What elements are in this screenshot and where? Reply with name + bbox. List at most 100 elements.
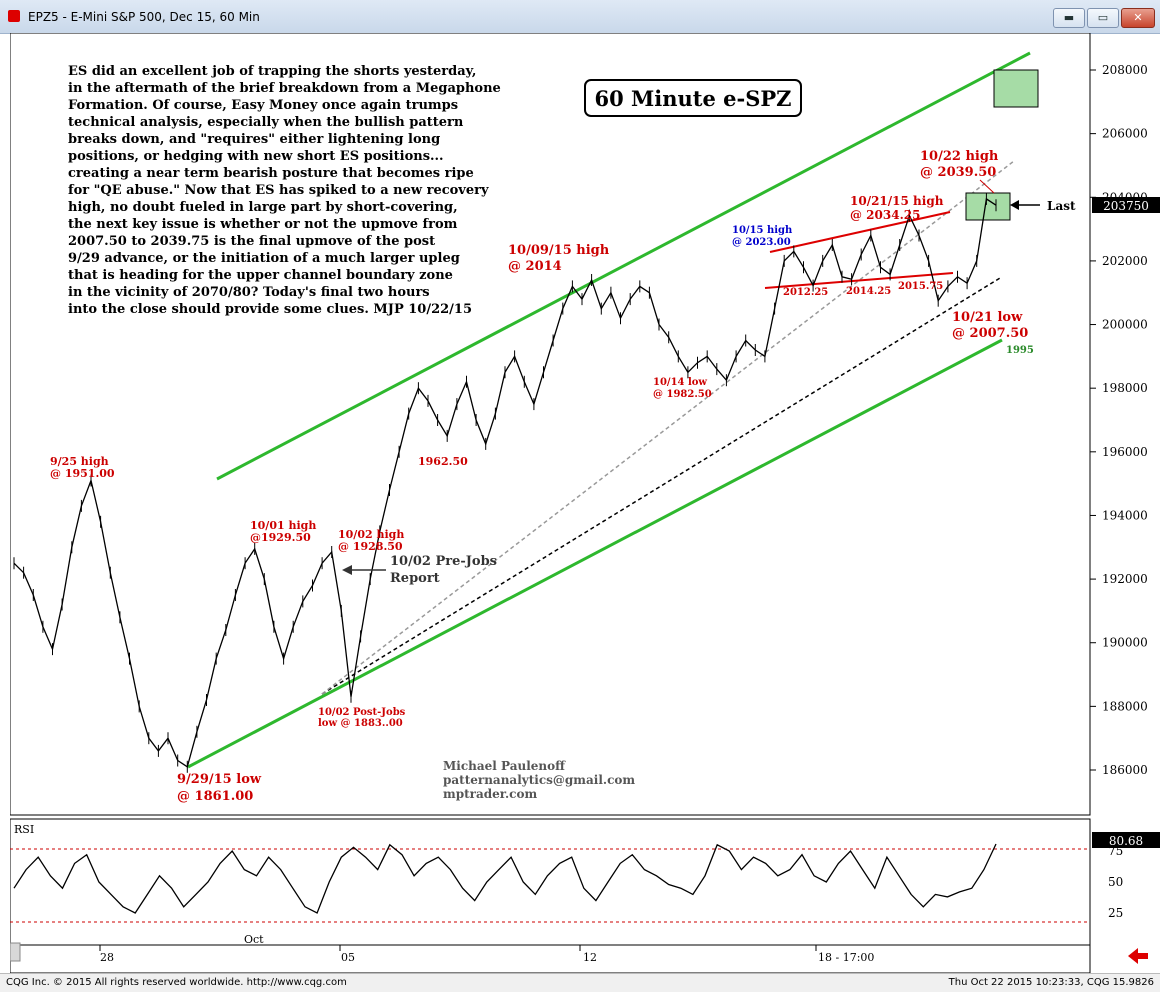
rsi-last-tag — [1092, 832, 1160, 848]
commentary-line: creating a near term bearish posture tha… — [68, 166, 474, 181]
price-tick-label: 202000 — [1102, 254, 1148, 268]
annot-1022-high: 10/22 high — [920, 149, 999, 164]
timestamp-text: Thu Oct 22 2015 10:23:33, CQG 15.9826 — [948, 977, 1154, 988]
annot-2015: 2015.75 — [898, 281, 943, 292]
annot-1014-value: @ 1982.50 — [653, 389, 712, 400]
close-button[interactable]: ✕ — [1121, 8, 1155, 28]
chart-title: 60 Minute e-SPZ — [594, 86, 791, 111]
annot-1009-value: @ 2014 — [508, 259, 562, 274]
annotations: 9/25 high @ 1951.00 9/29/15 low @ 1861.0… — [50, 149, 1034, 804]
status-bar: CQG Inc. © 2015 All rights reserved worl… — [0, 973, 1160, 992]
rsi-pane — [9, 818, 1091, 946]
commentary-line: ES did an excellent job of trapping the … — [68, 64, 476, 79]
prejobs-arrow-icon — [342, 565, 352, 575]
price-tick-label: 190000 — [1102, 636, 1148, 650]
annot-1022-value: @ 2039.50 — [920, 165, 996, 180]
rsi-series-line — [13, 843, 997, 914]
annot-2012: 2012.25 — [783, 287, 828, 298]
annot-2014: 2014.25 — [846, 286, 891, 297]
price-tick-label: 198000 — [1102, 381, 1148, 395]
annot-925-value: @ 1951.00 — [50, 467, 115, 480]
megaphone-upper-line — [769, 211, 951, 253]
price-tick-label: 192000 — [1102, 572, 1148, 586]
commentary-line: high, no doubt fueled in large part by s… — [68, 200, 458, 215]
rsi-tick-label: 50 — [1108, 875, 1123, 889]
annot-1001-high: 10/01 high — [250, 519, 316, 532]
commentary-line: that is heading for the upper channel bo… — [68, 268, 453, 283]
time-label-12: 12 — [583, 951, 597, 964]
commentary-line: for "QE abuse." Now that ES has spiked t… — [68, 183, 489, 198]
cqg-app-icon — [8, 10, 20, 22]
annot-1995: 1995 — [1006, 345, 1034, 356]
annot-1002-high: 10/02 high — [338, 528, 404, 541]
annot-1002-postjobs: 10/02 Post-Jobs — [318, 707, 406, 718]
last-price-value: 203750 — [1103, 199, 1149, 213]
annot-1009-high: 10/09/15 high — [508, 243, 610, 258]
price-tick-label: 194000 — [1102, 508, 1148, 522]
price-bars — [13, 192, 997, 773]
time-label-oct: Oct — [244, 933, 264, 946]
maximize-button[interactable]: ▭ — [1087, 8, 1119, 28]
annot-929-low: 9/29/15 low — [177, 772, 262, 787]
high-connector-line — [979, 179, 995, 194]
window-title: EPZ5 - E-Mini S&P 500, Dec 15, 60 Min — [28, 10, 260, 24]
commentary-line: into the close should provide some clues… — [68, 302, 472, 317]
rsi-tick-label: 25 — [1108, 906, 1123, 920]
megaphone-lower-line — [764, 272, 954, 289]
annot-1015-high: 10/15 high — [732, 225, 793, 236]
rsi-last-value: 80.68 — [1109, 834, 1143, 848]
commentary-line: technical analysis, especially when the … — [68, 115, 464, 130]
target-box-upper — [993, 69, 1039, 108]
commentary-line: the next key issue is whether or not the… — [68, 217, 458, 232]
commentary-line: positions, or hedging with new short ES … — [68, 149, 444, 164]
price-tick-label: 200000 — [1102, 318, 1148, 332]
chart-area: 28 Oct 05 12 18 - 17:00 2080002060002040… — [9, 32, 1160, 974]
annot-prejobs-2: Report — [390, 571, 440, 586]
annot-1002-high-value: @ 1928.50 — [338, 540, 403, 553]
price-chart: 28 Oct 05 12 18 - 17:00 2080002060002040… — [9, 32, 1160, 974]
annot-prejobs-1: 10/02 Pre-Jobs — [390, 554, 497, 569]
time-label-28: 28 — [100, 951, 114, 964]
upper-channel-line — [216, 51, 1031, 481]
last-label: Last — [1047, 199, 1076, 213]
annot-1021-value: @ 2034.25 — [850, 208, 920, 222]
last-arrow-icon — [1010, 200, 1019, 210]
target-box-current — [965, 192, 1011, 221]
annot-1014-low: 10/14 low — [653, 377, 707, 388]
annot-929-value: @ 1861.00 — [177, 789, 253, 804]
credit-line: Michael Paulenoff — [443, 759, 566, 773]
lower-channel-line — [187, 338, 1003, 769]
commentary-line: breaks down, and "requires" either light… — [68, 132, 440, 147]
credits-text: Michael Paulenoffpatternanalytics@gmail.… — [443, 759, 635, 801]
time-axis — [9, 944, 1091, 974]
commentary-line: Formation. Of course, Easy Money once ag… — [68, 98, 458, 113]
commentary-line: in the aftermath of the brief breakdown … — [68, 81, 501, 96]
price-tick-label: 186000 — [1102, 763, 1148, 777]
commentary-text: ES did an excellent job of trapping the … — [68, 64, 501, 317]
annot-1015-value: @ 2023.00 — [732, 237, 791, 248]
price-tick-label: 208000 — [1102, 63, 1148, 77]
minimize-button[interactable]: ▬ — [1053, 8, 1085, 28]
credit-line: patternanalytics@gmail.com — [443, 773, 635, 787]
annot-1021-low-value: @ 2007.50 — [952, 326, 1028, 341]
commentary-line: 2007.50 to 2039.75 is the final upmove o… — [68, 234, 435, 249]
rsi-label: RSI — [14, 823, 34, 836]
scroll-left-arrow-icon[interactable] — [1128, 947, 1148, 965]
annot-1021-low: 10/21 low — [952, 310, 1023, 325]
commentary-line: 9/29 advance, or the initiation of a muc… — [68, 251, 460, 266]
annot-1002-postjobs-value: low @ 1883..00 — [318, 718, 403, 729]
price-pane — [9, 32, 1091, 816]
chart-title-box — [584, 79, 802, 117]
price-tick-label: 188000 — [1102, 699, 1148, 713]
price-tick-label: 206000 — [1102, 127, 1148, 141]
time-label-05: 05 — [341, 951, 355, 964]
scroll-handle[interactable] — [9, 942, 21, 962]
price-tick-label: 196000 — [1102, 445, 1148, 459]
copyright-text: CQG Inc. © 2015 All rights reserved worl… — [6, 977, 347, 988]
secondary-trendline — [321, 160, 1015, 695]
annot-1021-high: 10/21/15 high — [850, 194, 944, 208]
last-price-tag — [1092, 197, 1160, 213]
annot-925-high: 9/25 high — [50, 455, 109, 468]
price-axis: 2080002060002040002020002000001980001960… — [1090, 63, 1148, 777]
